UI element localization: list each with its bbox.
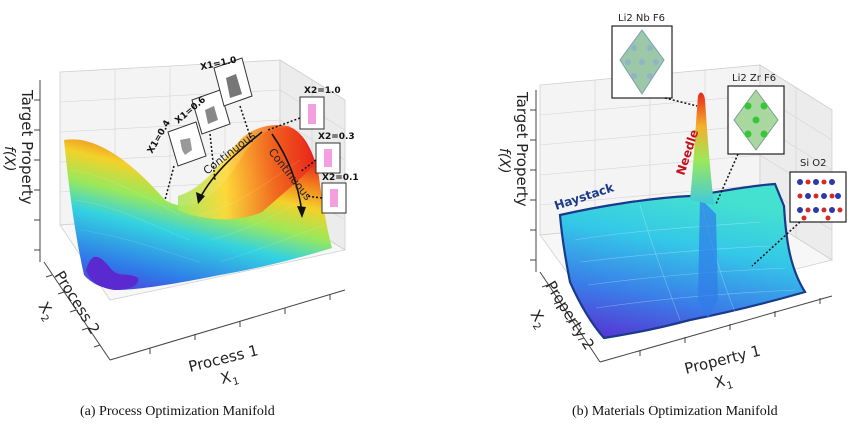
- panel-a-z-sub: f(X): [1, 146, 17, 171]
- panel-a-inset-x2-label-2: X2=0.1: [322, 173, 359, 183]
- panel-b-surface-ridge: [698, 198, 718, 318]
- panel-b-material-sio2: [751, 171, 847, 267]
- panel-b-x-sub-letter: X: [713, 372, 727, 392]
- panel-b-material-li2zrf6: [715, 85, 785, 205]
- panel-a-inset-x2-label-1: X2=0.3: [318, 132, 355, 142]
- panel-a-inset-x2-label-0: X2=1.0: [304, 86, 341, 96]
- panel-b-axes: [535, 90, 833, 363]
- panel-b-x-sub-index: 1: [726, 380, 735, 392]
- panel-a-inset-x1-1.0: [213, 57, 253, 143]
- panel-a-inset-x1-0.4: [164, 121, 207, 201]
- panel-a-inset-x2-1.0: [267, 96, 325, 131]
- panel-a-inset-x2-0.3: [299, 142, 341, 174]
- panel-a-z-label: Target Property: [18, 89, 36, 205]
- panel-a-y-sub: X 2: [35, 299, 56, 325]
- panel-a-y-sub-index: 2: [38, 313, 51, 324]
- caption-b: (b) Materials Optimization Manifold: [572, 404, 778, 419]
- panel-b-gridlines: [539, 70, 833, 238]
- panel-a-x-sub-index: 1: [232, 376, 241, 388]
- panel-a-arrow-1-head: [196, 192, 205, 204]
- panel-b: Li2 Nb F6 Li2 Zr F6: [496, 13, 847, 392]
- panel-a-ticks: [34, 99, 331, 354]
- panel-a-surface-valley: [86, 256, 139, 290]
- panel-a-x-sub-letter: X: [219, 368, 233, 388]
- panel-b-surface: [558, 182, 807, 340]
- panel-a-arrow-2: [271, 133, 303, 213]
- panel-a-arrow-1: [199, 131, 263, 199]
- panel-a-inset-x1-0.6: [191, 89, 231, 181]
- caption-a: (a) Process Optimization Manifold: [80, 404, 275, 419]
- panel-a: Continuous Continuous X1=0.4 X1=0.6 X1=1…: [1, 56, 359, 389]
- panel-b-x-sub: X 1: [713, 372, 735, 392]
- panel-a-axes: [39, 80, 346, 361]
- panel-b-material-label-1: Li2 Zr F6: [732, 73, 776, 84]
- panel-b-ticks: [530, 109, 821, 356]
- panel-a-x-sub: X 1: [219, 368, 241, 388]
- panel-b-material-label-2: Si O2: [800, 158, 827, 169]
- panel-b-z-label: Target Property: [513, 91, 531, 207]
- panel-a-arrow-2-head: [297, 206, 306, 218]
- panel-b-z-sub: f(X): [496, 148, 512, 173]
- panel-b-y-sub-index: 2: [530, 321, 543, 332]
- panel-b-material-li2nbf6: [611, 25, 698, 107]
- panel-b-y-sub: X 2: [527, 307, 548, 333]
- panel-a-surface-peak: [178, 124, 314, 220]
- panel-a-inset-x2-0.1: [305, 182, 347, 214]
- panel-b-needle: [690, 92, 714, 205]
- panel-b-material-label-0: Li2 Nb F6: [618, 13, 665, 24]
